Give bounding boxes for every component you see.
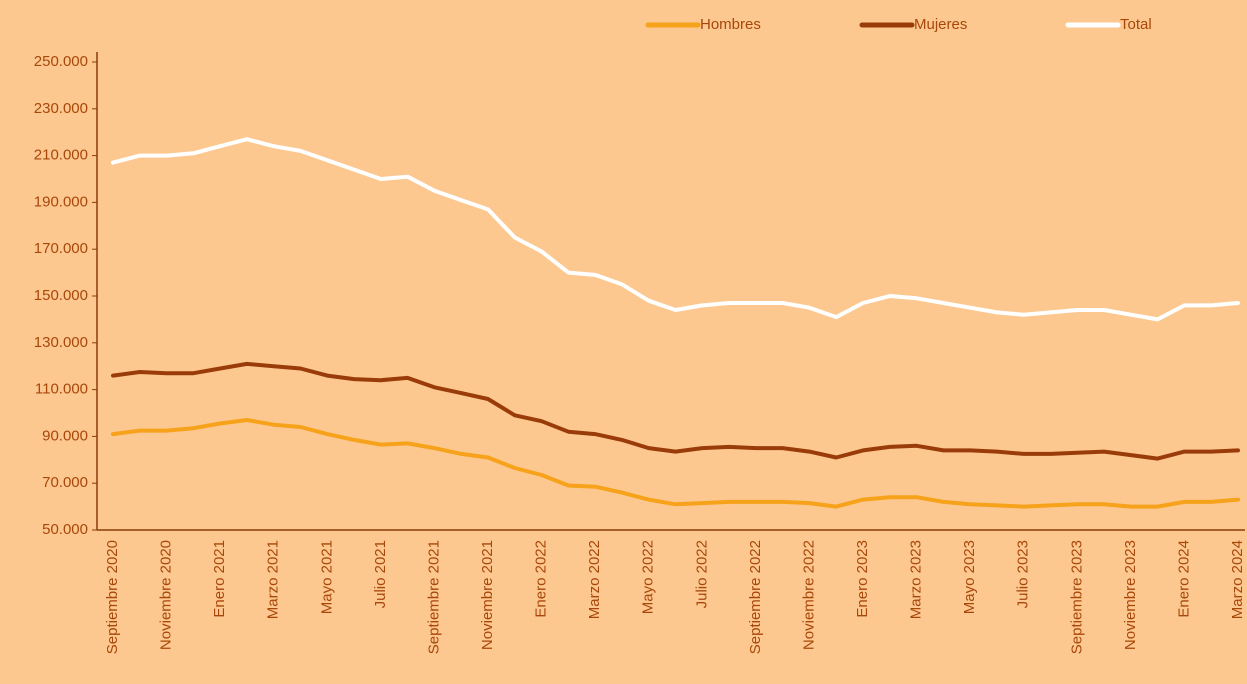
x-tick-label: Enero 2024 (1175, 540, 1192, 618)
x-tick-label: Marzo 2021 (265, 540, 282, 619)
y-tick-label: 250.000 (34, 53, 88, 70)
x-tick-label: Julio 2021 (372, 540, 389, 608)
y-tick-label: 130.000 (34, 334, 88, 351)
legend-label: Mujeres (914, 16, 967, 33)
y-tick-label: 150.000 (34, 287, 88, 304)
y-tick-label: 230.000 (34, 100, 88, 117)
y-tick-label: 70.000 (42, 474, 88, 491)
x-tick-label: Noviembre 2022 (800, 540, 817, 650)
y-tick-label: 110.000 (35, 381, 88, 398)
x-tick-label: Noviembre 2021 (479, 540, 496, 650)
legend-label: Hombres (700, 16, 761, 33)
x-tick-label: Noviembre 2023 (1122, 540, 1139, 650)
y-tick-label: 210.000 (34, 147, 88, 164)
x-tick-label: Noviembre 2020 (158, 540, 175, 650)
x-tick-label: Marzo 2024 (1229, 540, 1246, 619)
series-line (111, 137, 1240, 322)
y-tick-label: 90.000 (42, 427, 88, 444)
series-line (111, 361, 1240, 461)
x-tick-label: Marzo 2023 (908, 540, 925, 619)
y-tick-label: 50.000 (42, 521, 88, 538)
series-line (111, 418, 1240, 509)
x-tick-label: Mayo 2022 (640, 540, 657, 614)
x-tick-label: Enero 2021 (211, 540, 228, 618)
x-tick-label: Septiembre 2022 (747, 540, 764, 654)
x-tick-label: Enero 2023 (854, 540, 871, 618)
x-tick-label: Septiembre 2021 (425, 540, 442, 654)
legend-label: Total (1120, 16, 1152, 33)
y-tick-label: 170.000 (34, 240, 88, 257)
x-tick-label: Septiembre 2020 (104, 540, 121, 654)
x-tick-label: Enero 2022 (533, 540, 550, 618)
x-tick-label: Marzo 2022 (586, 540, 603, 619)
y-tick-label: 190.000 (34, 193, 88, 210)
x-tick-label: Julio 2023 (1015, 540, 1032, 608)
x-tick-label: Septiembre 2023 (1068, 540, 1085, 654)
x-tick-label: Julio 2022 (693, 540, 710, 608)
x-tick-label: Mayo 2021 (318, 540, 335, 614)
x-tick-label: Mayo 2023 (961, 540, 978, 614)
